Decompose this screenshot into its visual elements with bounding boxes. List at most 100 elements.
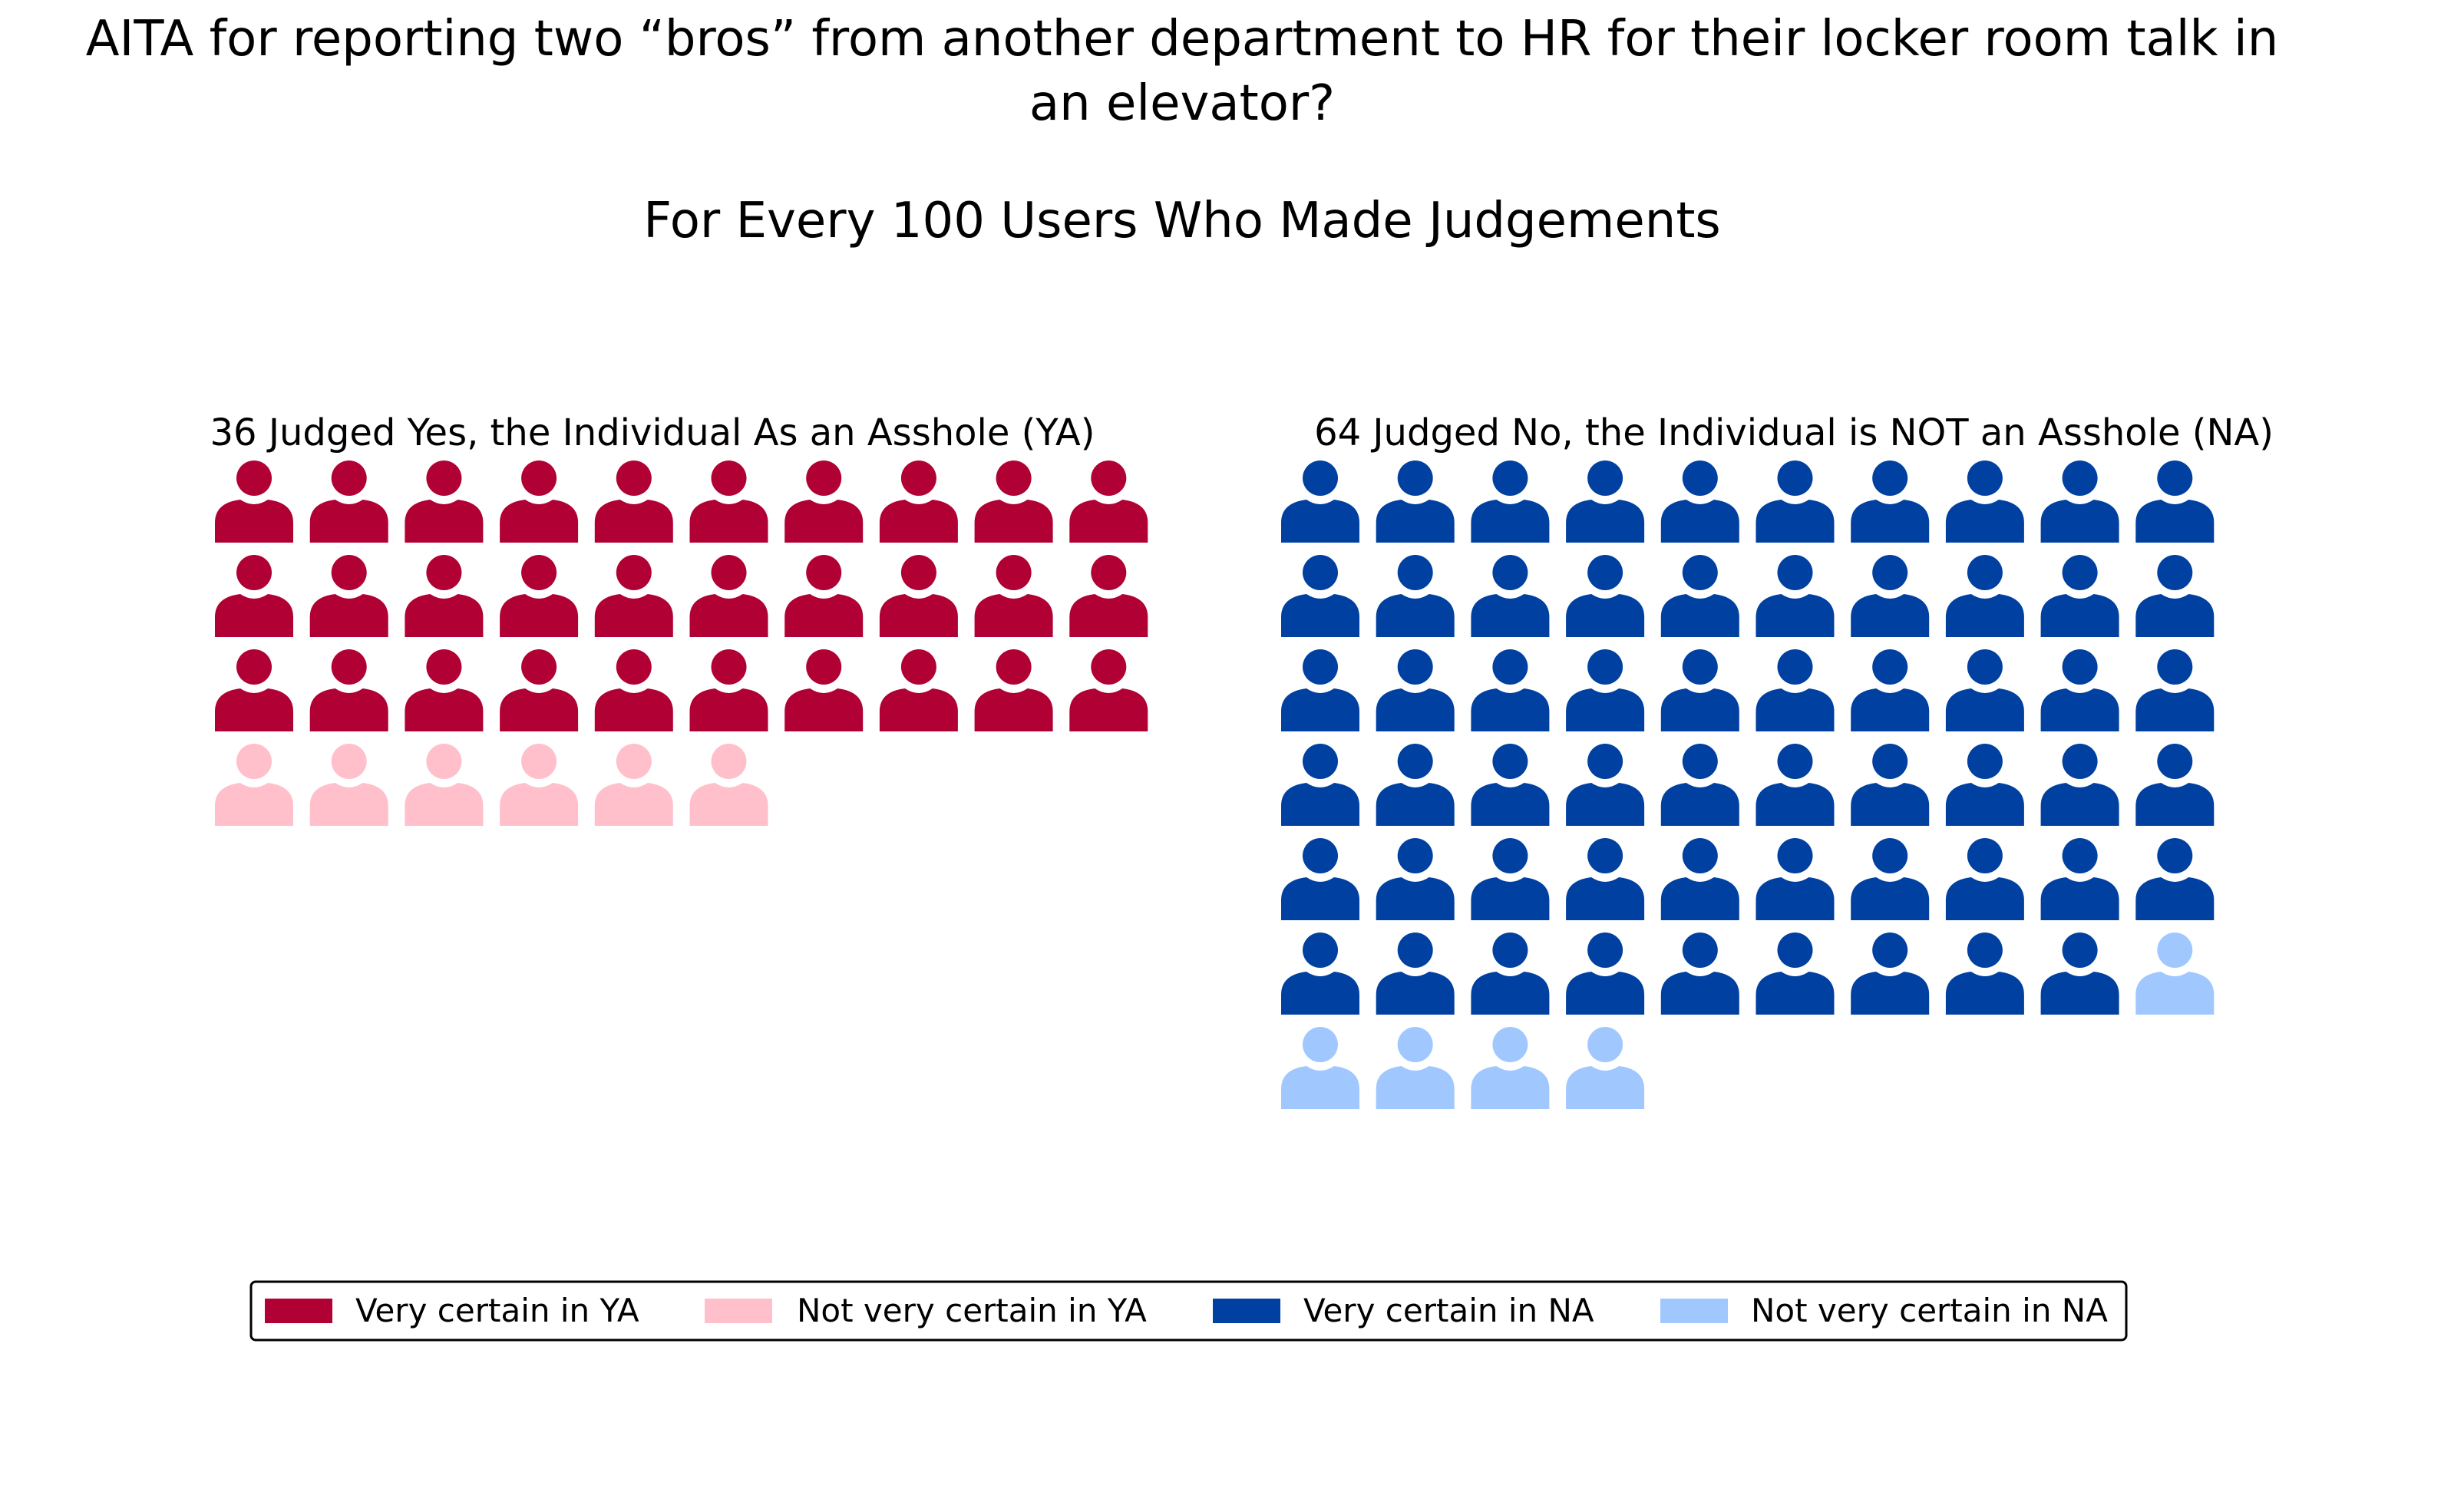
person-icon-head: [2157, 460, 2193, 496]
person-icon-head: [331, 555, 367, 590]
person-icon-body: [689, 500, 768, 543]
person-icon-body: [1376, 594, 1455, 637]
person-icon: [1281, 838, 1359, 920]
person-icon-head: [1872, 932, 1908, 968]
person-icon-head: [1303, 838, 1338, 873]
person-icon-head: [1397, 744, 1433, 779]
person-icon-head: [1682, 460, 1718, 496]
person-icon-body: [2040, 877, 2119, 920]
person-icon: [2040, 555, 2119, 637]
person-icon-body: [1471, 688, 1550, 731]
person-icon: [594, 649, 673, 731]
person-icon: [784, 649, 864, 731]
person-icon: [1945, 838, 2024, 920]
person-icon-body: [215, 500, 293, 543]
person-icon-head: [2062, 460, 2098, 496]
person-icon-body: [1069, 500, 1148, 543]
pictogram-grid-na: [1281, 460, 2215, 1109]
person-icon: [974, 555, 1053, 637]
person-icon-body: [2040, 500, 2119, 543]
person-icon-body: [1376, 972, 1455, 1015]
person-icon-head: [996, 649, 1032, 685]
person-icon-body: [2040, 594, 2119, 637]
person-icon: [1471, 932, 1550, 1015]
person-icon: [1756, 744, 1835, 826]
person-icon-head: [426, 555, 462, 590]
person-icon: [405, 744, 484, 826]
person-icon-head: [1492, 555, 1528, 590]
person-icon-body: [1376, 1066, 1455, 1109]
person-icon-body: [1281, 594, 1359, 637]
person-icon-head: [1777, 460, 1813, 496]
person-icon: [309, 744, 388, 826]
legend-label-not-very-certain-na: Not very certain in NA: [1751, 1292, 2108, 1329]
person-icon-head: [1492, 838, 1528, 873]
person-icon-head: [331, 649, 367, 685]
person-icon-body: [594, 688, 673, 731]
person-icon-body: [1756, 688, 1835, 731]
person-icon: [974, 460, 1053, 543]
person-icon: [309, 649, 388, 731]
person-icon-body: [1376, 500, 1455, 543]
panel-label-na: 64 Judged No, the Individual is NOT an A…: [1314, 411, 2274, 454]
person-icon-body: [500, 500, 579, 543]
person-icon-body: [2135, 594, 2215, 637]
person-icon-head: [1587, 555, 1623, 590]
person-icon-head: [996, 555, 1032, 590]
person-icon: [309, 555, 388, 637]
person-icon-head: [1872, 555, 1908, 590]
person-icon-head: [1303, 1027, 1338, 1062]
person-icon: [1660, 744, 1739, 826]
person-icon-body: [215, 783, 293, 826]
person-icon: [594, 460, 673, 543]
person-icon: [1376, 1027, 1455, 1109]
person-icon-head: [1397, 838, 1433, 873]
person-icon: [1945, 744, 2024, 826]
person-icon-head: [1492, 744, 1528, 779]
person-icon-head: [1967, 932, 2003, 968]
person-icon-body: [1756, 877, 1835, 920]
person-icon: [1660, 932, 1739, 1015]
person-icon-body: [594, 594, 673, 637]
person-icon-head: [331, 744, 367, 779]
person-icon-body: [594, 500, 673, 543]
person-icon-body: [1069, 594, 1148, 637]
person-icon-head: [806, 649, 842, 685]
person-icon-head: [1587, 838, 1623, 873]
person-icon-head: [1303, 932, 1338, 968]
person-icon: [879, 460, 958, 543]
person-icon-head: [1492, 932, 1528, 968]
person-icon: [1376, 838, 1455, 920]
person-icon-head: [1587, 460, 1623, 496]
person-icon: [2040, 460, 2119, 543]
person-icon-body: [1471, 972, 1550, 1015]
person-icon-body: [1566, 500, 1645, 543]
person-icon-body: [1471, 877, 1550, 920]
person-icon-head: [1091, 460, 1127, 496]
panel-label-ya: 36 Judged Yes, the Individual As an Assh…: [210, 411, 1095, 454]
person-icon: [1851, 460, 1930, 543]
person-icon-body: [500, 688, 579, 731]
person-icon: [405, 555, 484, 637]
person-icon: [1281, 555, 1359, 637]
person-icon-body: [1281, 877, 1359, 920]
person-icon-body: [784, 688, 864, 731]
person-icon: [500, 649, 579, 731]
person-icon-body: [1945, 594, 2024, 637]
person-icon-body: [1471, 594, 1550, 637]
person-icon-body: [309, 783, 388, 826]
person-icon: [1660, 555, 1739, 637]
chart-subtitle: For Every 100 Users Who Made Judgements: [643, 193, 1721, 249]
person-icon-body: [1660, 783, 1739, 826]
person-icon-body: [1566, 877, 1645, 920]
person-icon-head: [616, 649, 652, 685]
person-icon: [689, 555, 768, 637]
person-icon: [1376, 649, 1455, 731]
person-icon: [1471, 460, 1550, 543]
person-icon-head: [1492, 460, 1528, 496]
person-icon-body: [1069, 688, 1148, 731]
person-icon-body: [1281, 500, 1359, 543]
person-icon-head: [711, 555, 747, 590]
person-icon-head: [1777, 649, 1813, 685]
